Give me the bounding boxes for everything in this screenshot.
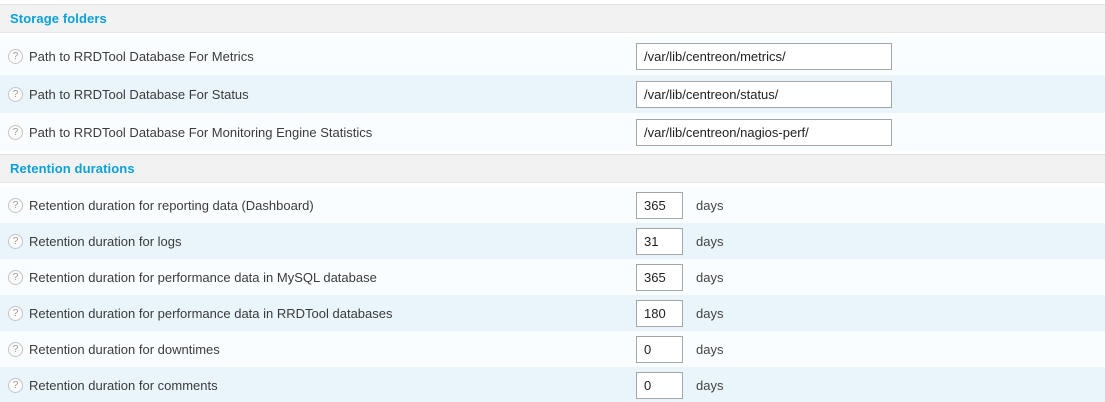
rrd-metrics-path-input[interactable]: [636, 42, 892, 70]
help-icon[interactable]: ?: [8, 48, 23, 64]
unit-label: days: [696, 233, 724, 249]
label-cell: ? Retention duration for performance dat…: [0, 269, 377, 285]
field-cell: days: [636, 367, 723, 402]
help-icon[interactable]: ?: [8, 124, 23, 140]
field-label: Retention duration for reporting data (D…: [29, 197, 314, 213]
retention-comments-input[interactable]: [636, 371, 683, 399]
form-row-rrd-metrics-path: ? Path to RRDTool Database For Metrics: [0, 37, 1105, 75]
label-cell: ? Retention duration for logs: [0, 233, 182, 249]
field-label: Retention duration for performance data …: [29, 269, 377, 285]
field-label: Retention duration for performance data …: [29, 305, 393, 321]
section-title: Retention durations: [10, 161, 135, 176]
help-icon[interactable]: ?: [8, 341, 23, 357]
form-row-retention-logs: ? Retention duration for logs days: [0, 223, 1105, 259]
retention-reporting-input[interactable]: [636, 191, 683, 219]
section-retention-durations: Retention durations ? Retention duration…: [0, 154, 1105, 402]
unit-label: days: [696, 377, 724, 393]
form-row-rrd-status-path: ? Path to RRDTool Database For Status: [0, 75, 1105, 113]
help-icon[interactable]: ?: [8, 86, 23, 102]
section-header-storage-folders: Storage folders: [0, 4, 1105, 33]
help-icon[interactable]: ?: [8, 233, 23, 249]
unit-label: days: [696, 341, 724, 357]
label-cell: ? Retention duration for reporting data …: [0, 197, 314, 213]
retention-downtimes-input[interactable]: [636, 335, 683, 363]
field-label: Retention duration for comments: [29, 377, 218, 393]
retention-perf-rrdtool-input[interactable]: [636, 299, 683, 327]
form-row-retention-reporting: ? Retention duration for reporting data …: [0, 187, 1105, 223]
form-row-retention-downtimes: ? Retention duration for downtimes days: [0, 331, 1105, 367]
rrd-status-path-input[interactable]: [636, 80, 892, 108]
field-label: Path to RRDTool Database For Monitoring …: [29, 124, 373, 140]
form-row-rrd-engine-stats-path: ? Path to RRDTool Database For Monitorin…: [0, 113, 1105, 151]
field-cell: days: [636, 187, 723, 223]
label-cell: ? Retention duration for comments: [0, 377, 218, 393]
field-label: Path to RRDTool Database For Status: [29, 86, 249, 102]
field-label: Path to RRDTool Database For Metrics: [29, 48, 254, 64]
field-cell: [636, 113, 892, 151]
help-icon[interactable]: ?: [8, 305, 23, 321]
retention-logs-input[interactable]: [636, 227, 683, 255]
help-icon[interactable]: ?: [8, 377, 23, 393]
field-label: Retention duration for logs: [29, 233, 182, 249]
section-title: Storage folders: [10, 11, 107, 26]
field-label: Retention duration for downtimes: [29, 341, 220, 357]
form-row-retention-perf-mysql: ? Retention duration for performance dat…: [0, 259, 1105, 295]
form-row-retention-perf-rrdtool: ? Retention duration for performance dat…: [0, 295, 1105, 331]
rrd-engine-stats-path-input[interactable]: [636, 118, 892, 146]
field-cell: days: [636, 223, 723, 259]
form-row-retention-comments: ? Retention duration for comments days: [0, 367, 1105, 402]
section-storage-folders: Storage folders ? Path to RRDTool Databa…: [0, 4, 1105, 151]
label-cell: ? Retention duration for performance dat…: [0, 305, 393, 321]
field-cell: [636, 75, 892, 113]
field-cell: days: [636, 295, 723, 331]
unit-label: days: [696, 269, 724, 285]
field-cell: [636, 37, 892, 75]
label-cell: ? Path to RRDTool Database For Status: [0, 86, 249, 102]
unit-label: days: [696, 305, 724, 321]
section-header-retention-durations: Retention durations: [0, 154, 1105, 183]
field-cell: days: [636, 259, 723, 295]
label-cell: ? Retention duration for downtimes: [0, 341, 220, 357]
unit-label: days: [696, 197, 724, 213]
field-cell: days: [636, 331, 723, 367]
retention-perf-mysql-input[interactable]: [636, 263, 683, 291]
help-icon[interactable]: ?: [8, 197, 23, 213]
help-icon[interactable]: ?: [8, 269, 23, 285]
label-cell: ? Path to RRDTool Database For Monitorin…: [0, 124, 373, 140]
label-cell: ? Path to RRDTool Database For Metrics: [0, 48, 254, 64]
